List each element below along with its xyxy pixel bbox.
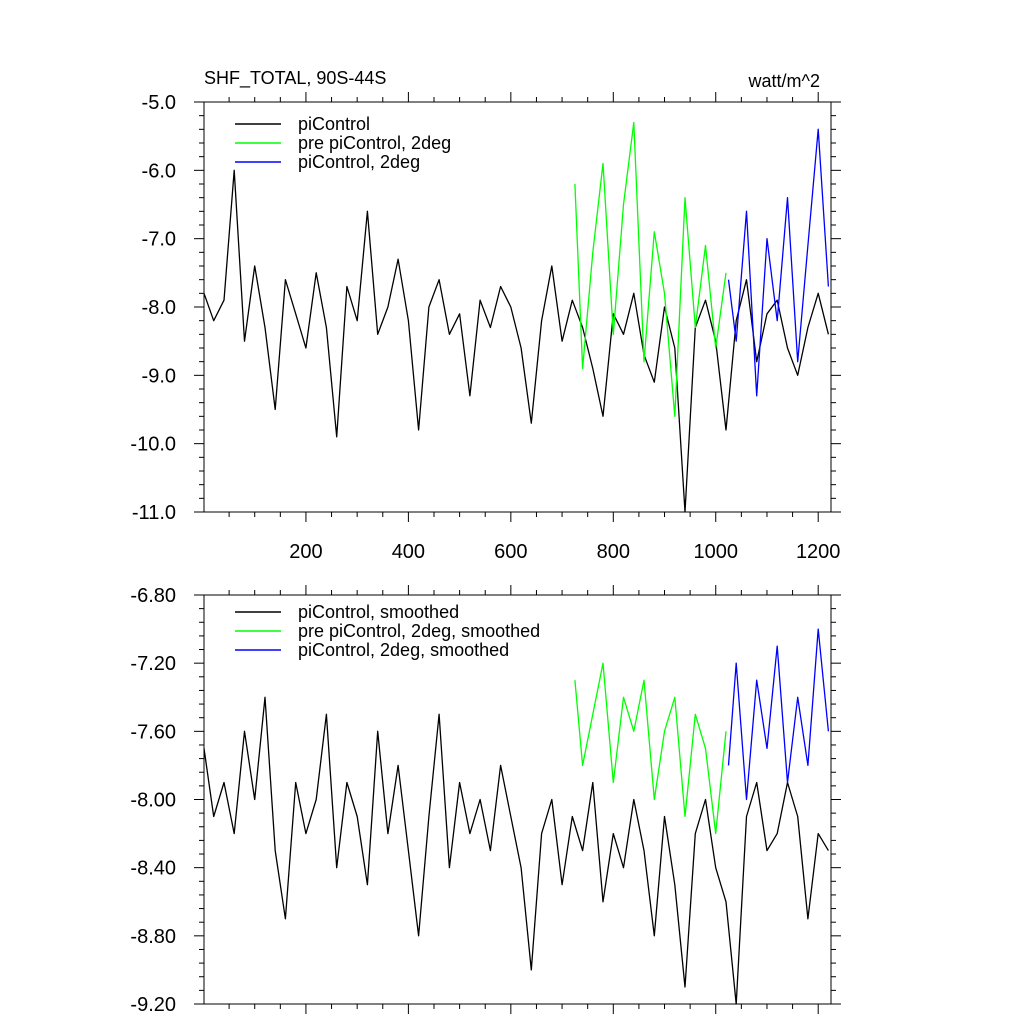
- series-line-1: [203, 696, 829, 1005]
- legend-label: pre piControl, 2deg, smoothed: [298, 621, 540, 641]
- legend-label: piControl, smoothed: [298, 602, 459, 622]
- y-tick-label: -7.60: [130, 721, 176, 743]
- y-tick-label: -7.0: [142, 229, 176, 251]
- y-tick-label: -8.80: [130, 926, 176, 948]
- axes: 200 400 600 800 1000 1200 -5.0 -6.0 -7.0 -8.0 -9.0…: [130, 92, 841, 563]
- series-line-3: [727, 628, 830, 801]
- y-tick-label: -9.20: [130, 994, 176, 1016]
- y-tick-label: -8.00: [130, 790, 176, 812]
- data-lines: [203, 628, 830, 1005]
- y-tick-label: -5.0: [142, 92, 176, 114]
- y-tick-label: -6.80: [130, 585, 176, 607]
- top-panel: SHF_TOTAL, 90S-44S watt/m^2 200 400 600 800…: [130, 68, 841, 563]
- series-line-1: [203, 169, 830, 513]
- x-tick-label: 800: [597, 541, 630, 563]
- x-tick-label: 200: [289, 541, 322, 563]
- y-tick-label: -8.0: [142, 297, 176, 319]
- y-tick-label: -7.20: [130, 653, 176, 675]
- y-tick-label: -6.0: [142, 160, 176, 182]
- legend-label: pre piControl, 2deg: [298, 133, 451, 153]
- y-tick-label: -11.0: [132, 502, 176, 524]
- legend-label: piControl, 2deg, smoothed: [298, 640, 509, 660]
- units-label: watt/m^2: [748, 71, 820, 91]
- x-tick-label: 600: [494, 541, 527, 563]
- x-tick-label: 1200: [796, 541, 841, 563]
- axes: -6.80 -7.20 -7.60 -8.00 -8.40 -8.80 -9.20: [130, 585, 841, 1016]
- legend-label: piControl: [298, 114, 370, 134]
- y-tick-label: -10.0: [130, 434, 176, 456]
- series-line-3: [727, 128, 830, 397]
- x-tick-label: 1000: [693, 541, 738, 563]
- series-line-2: [574, 662, 727, 835]
- y-tick-label: -8.40: [130, 858, 176, 880]
- series-line-2: [574, 121, 727, 417]
- legend-label: piControl, 2deg: [298, 152, 420, 172]
- data-lines: [203, 121, 830, 513]
- x-tick-label: 400: [392, 541, 425, 563]
- bottom-panel: -6.80 -7.20 -7.60 -8.00 -8.40 -8.80 -9.20 piCo…: [130, 585, 841, 1016]
- y-tick-label: -9.0: [142, 365, 176, 387]
- chart-title: SHF_TOTAL, 90S-44S: [204, 68, 386, 89]
